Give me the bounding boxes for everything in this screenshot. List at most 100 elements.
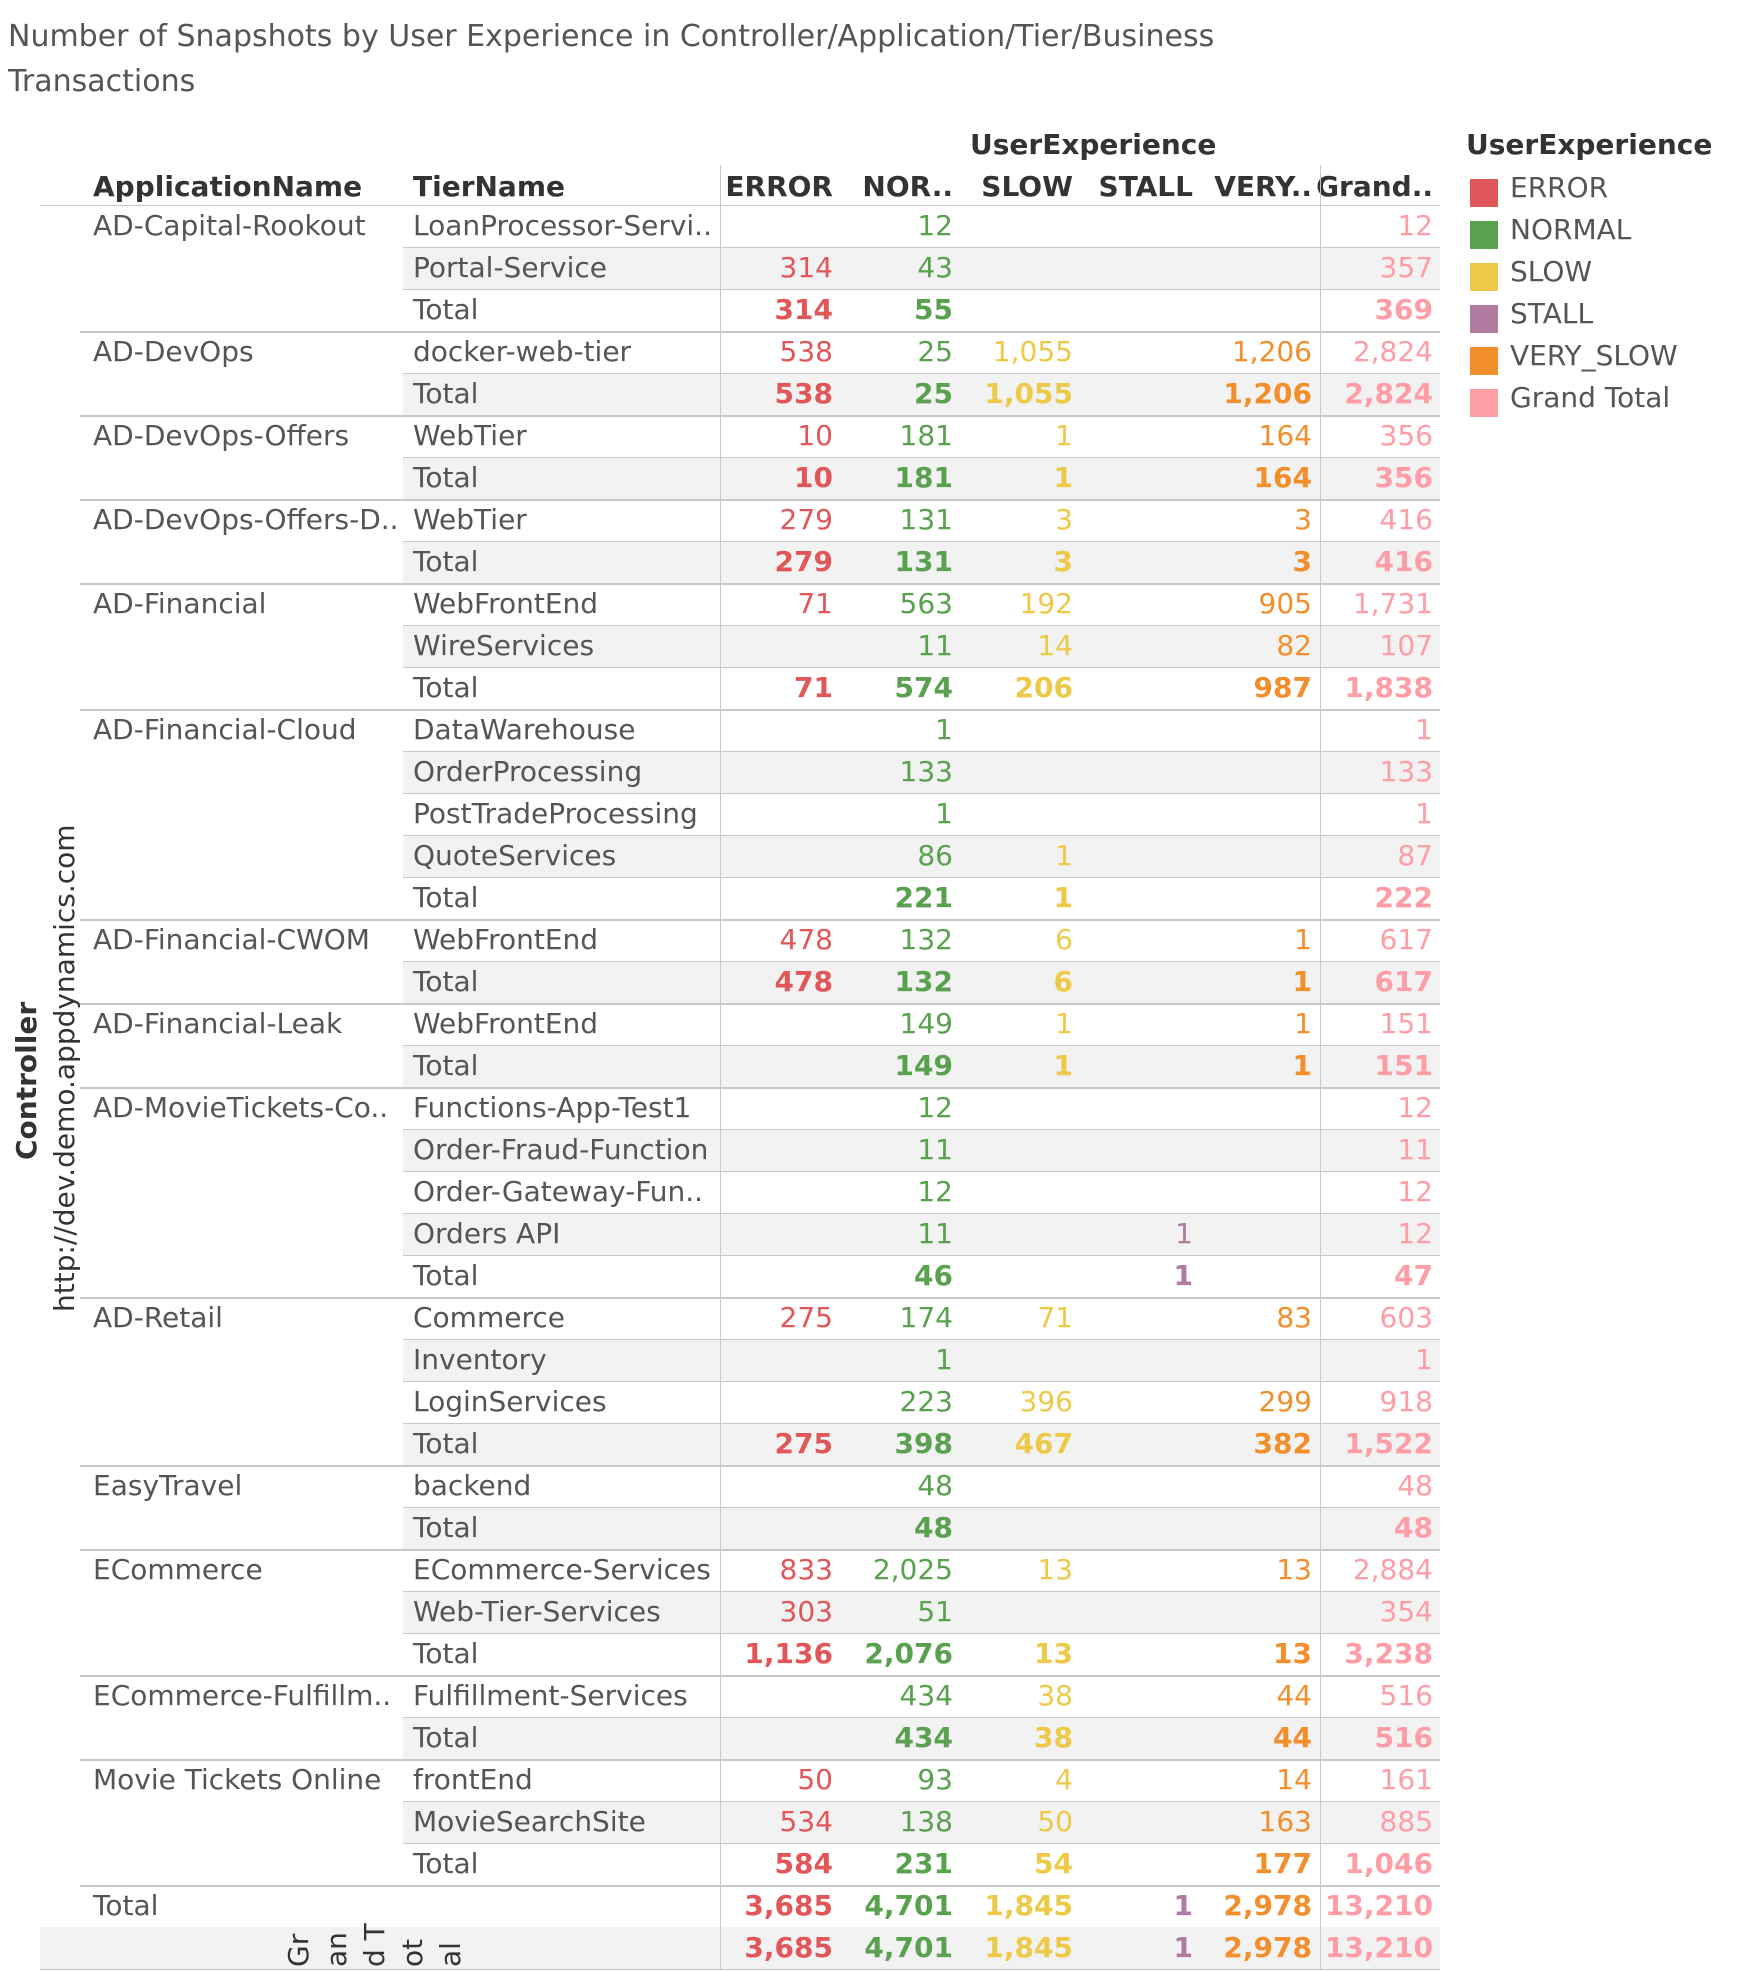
total-value-2: 206 bbox=[1014, 671, 1073, 704]
tier-value-0: 10 bbox=[797, 419, 833, 452]
legend-swatch bbox=[1470, 221, 1498, 249]
tier-name[interactable]: frontEnd bbox=[413, 1763, 533, 1796]
total-value-5: 356 bbox=[1374, 461, 1433, 494]
controller-name[interactable]: http://dev.demo.appdynamics.com bbox=[48, 824, 81, 1312]
application-name[interactable]: AD-DevOps-Offers-D.. bbox=[93, 503, 399, 536]
total-value-1: 132 bbox=[894, 965, 953, 998]
application-name[interactable]: AD-Financial-Leak bbox=[93, 1007, 343, 1040]
tier-name[interactable]: Order-Fraud-Function bbox=[413, 1133, 709, 1166]
tier-name[interactable]: Fulfillment-Services bbox=[413, 1679, 688, 1712]
tier-value-0: 71 bbox=[797, 587, 833, 620]
tier-value-2: 50 bbox=[1037, 1805, 1073, 1838]
column-header-1[interactable]: NOR.. bbox=[862, 170, 953, 203]
tier-value-4: 82 bbox=[1276, 629, 1312, 662]
column-divider-0 bbox=[720, 205, 721, 1969]
tier-value-1: 1 bbox=[935, 797, 953, 830]
tier-name[interactable]: Web-Tier-Services bbox=[413, 1595, 661, 1628]
application-name[interactable]: AD-Financial-Cloud bbox=[93, 713, 357, 746]
application-name[interactable]: AD-Financial bbox=[93, 587, 267, 620]
tier-name[interactable]: WebFrontEnd bbox=[413, 587, 599, 620]
tier-value-3: 1 bbox=[1175, 1217, 1193, 1250]
row-divider bbox=[403, 1045, 1440, 1046]
row-stripe bbox=[403, 1045, 1440, 1087]
total-value-4: 987 bbox=[1253, 671, 1312, 704]
grand-total-value-2: 1,845 bbox=[984, 1931, 1073, 1964]
tier-name[interactable]: Inventory bbox=[413, 1343, 547, 1376]
row-divider bbox=[403, 1339, 1440, 1340]
legend-swatch bbox=[1470, 347, 1498, 375]
tier-name[interactable]: WebFrontEnd bbox=[413, 1007, 599, 1040]
tier-value-5: 2,884 bbox=[1352, 1553, 1433, 1586]
tier-value-2: 6 bbox=[1055, 923, 1073, 956]
total-value-2: 6 bbox=[1053, 965, 1073, 998]
tier-total-label: Total bbox=[413, 671, 479, 704]
total-value-5: 48 bbox=[1394, 1511, 1433, 1544]
tier-name[interactable]: WireServices bbox=[413, 629, 595, 662]
total-value-2: 1 bbox=[1053, 1049, 1073, 1082]
row-divider bbox=[403, 1255, 1440, 1256]
controller-header: Controller bbox=[10, 1001, 43, 1160]
tier-name[interactable]: WebTier bbox=[413, 419, 527, 452]
total-value-1: 398 bbox=[894, 1427, 953, 1460]
application-divider bbox=[80, 499, 1440, 501]
tier-value-0: 275 bbox=[779, 1301, 833, 1334]
tier-name[interactable]: Portal-Service bbox=[413, 251, 608, 284]
tier-value-2: 396 bbox=[1019, 1385, 1073, 1418]
tier-total-label: Total bbox=[413, 965, 479, 998]
tier-name[interactable]: backend bbox=[413, 1469, 532, 1502]
column-header-0[interactable]: ERROR bbox=[725, 170, 833, 203]
tier-value-4: 905 bbox=[1258, 587, 1312, 620]
grand-total-value-0: 3,685 bbox=[744, 1931, 833, 1964]
row-divider bbox=[403, 835, 1440, 836]
column-header-2[interactable]: SLOW bbox=[981, 170, 1073, 203]
application-name[interactable]: ECommerce-Fulfillm.. bbox=[93, 1679, 392, 1712]
tier-value-0: 833 bbox=[779, 1553, 833, 1586]
tier-name[interactable]: MovieSearchSite bbox=[413, 1805, 646, 1838]
tier-value-5: 1 bbox=[1415, 1343, 1433, 1376]
application-name[interactable]: ECommerce bbox=[93, 1553, 263, 1586]
tier-value-4: 44 bbox=[1276, 1679, 1312, 1712]
tier-name[interactable]: docker-web-tier bbox=[413, 335, 632, 368]
tier-name[interactable]: Order-Gateway-Fun.. bbox=[413, 1175, 704, 1208]
tier-value-5: 617 bbox=[1379, 923, 1433, 956]
tier-name[interactable]: Orders API bbox=[413, 1217, 561, 1250]
total-value-0: 71 bbox=[794, 671, 833, 704]
tier-name[interactable]: WebFrontEnd bbox=[413, 923, 599, 956]
application-name[interactable]: AD-DevOps bbox=[93, 335, 254, 368]
tier-value-5: 1 bbox=[1415, 713, 1433, 746]
tier-name[interactable]: WebTier bbox=[413, 503, 527, 536]
tier-name[interactable]: Commerce bbox=[413, 1301, 565, 1334]
row-stripe bbox=[403, 1213, 1440, 1255]
application-divider bbox=[80, 919, 1440, 921]
application-name[interactable]: AD-Capital-Rookout bbox=[93, 209, 366, 242]
tier-value-1: 132 bbox=[899, 923, 953, 956]
application-name[interactable]: AD-Retail bbox=[93, 1301, 223, 1334]
tier-name[interactable]: Functions-App-Test1 bbox=[413, 1091, 692, 1124]
tier-name[interactable]: PostTradeProcessing bbox=[413, 797, 698, 830]
tier-name[interactable]: ECommerce-Services bbox=[413, 1553, 711, 1586]
total-value-0: 538 bbox=[774, 377, 833, 410]
application-name[interactable]: AD-DevOps-Offers bbox=[93, 419, 350, 452]
column-header-3[interactable]: STALL bbox=[1098, 170, 1193, 203]
application-name[interactable]: AD-Financial-CWOM bbox=[93, 923, 370, 956]
column-header-5[interactable]: Grand.. bbox=[1316, 170, 1433, 203]
row-stripe bbox=[403, 751, 1440, 793]
legend-label: Grand Total bbox=[1510, 381, 1671, 414]
application-name[interactable]: EasyTravel bbox=[93, 1469, 243, 1502]
tier-name[interactable]: LoginServices bbox=[413, 1385, 607, 1418]
row-divider bbox=[403, 247, 1440, 248]
tier-name[interactable]: DataWarehouse bbox=[413, 713, 636, 746]
row-stripe bbox=[403, 541, 1440, 583]
tier-name[interactable]: LoanProcessor-Servi.. bbox=[413, 209, 712, 242]
tier-value-5: 918 bbox=[1379, 1385, 1433, 1418]
tier-total-label: Total bbox=[413, 1259, 479, 1292]
application-name[interactable]: Movie Tickets Online bbox=[93, 1763, 382, 1796]
application-name[interactable]: AD-MovieTickets-Co.. bbox=[93, 1091, 389, 1124]
tier-value-5: 12 bbox=[1397, 1175, 1433, 1208]
tier-name[interactable]: OrderProcessing bbox=[413, 755, 643, 788]
tier-name[interactable]: QuoteServices bbox=[413, 839, 617, 872]
column-header-4[interactable]: VERY.. bbox=[1214, 170, 1312, 203]
grand-total-value-1: 4,701 bbox=[864, 1931, 953, 1964]
total-value-4: 1 bbox=[1292, 965, 1312, 998]
